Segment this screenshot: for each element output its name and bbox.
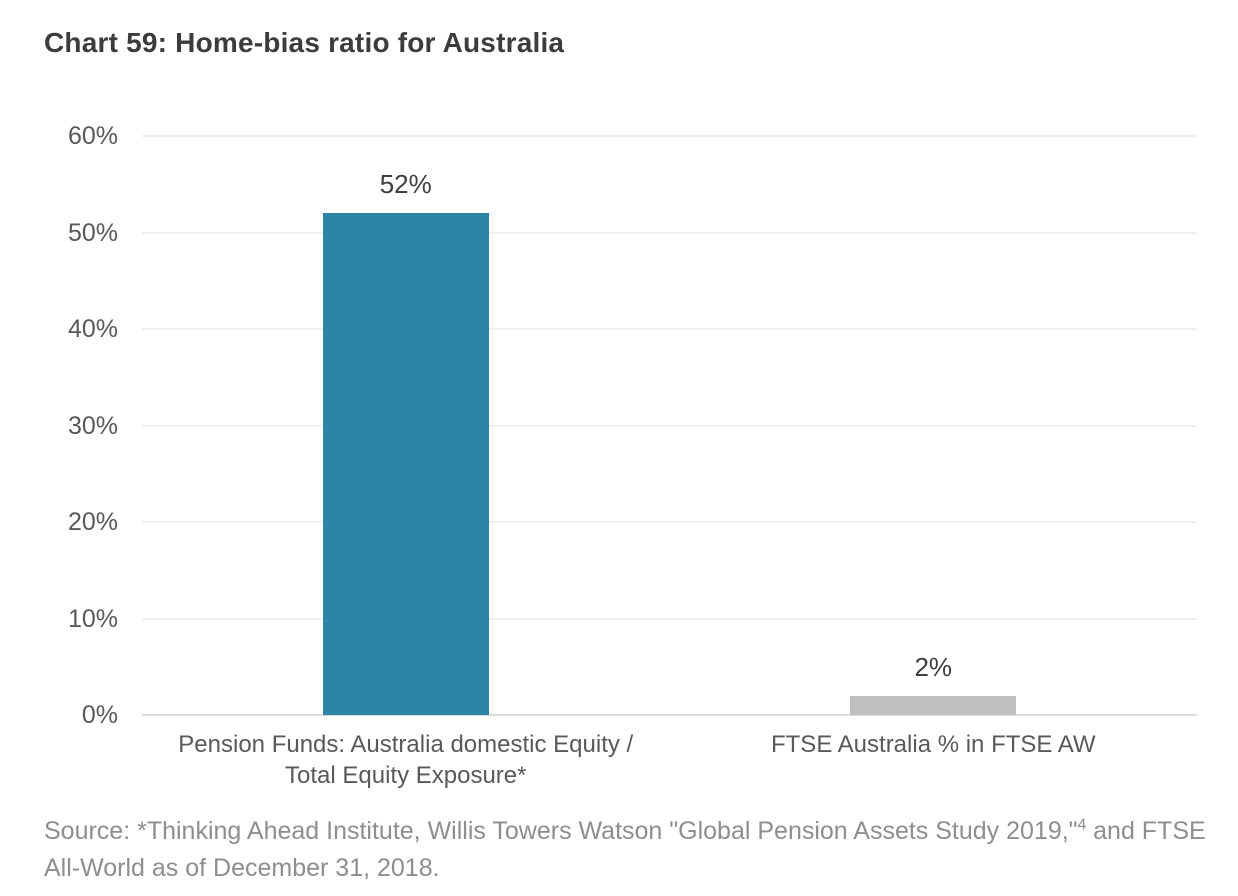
source-footnote-marker: 4 xyxy=(1077,816,1087,834)
category-label: FTSE Australia % in FTSE AW xyxy=(663,729,1203,760)
y-tick-label: 20% xyxy=(67,508,118,536)
gridline xyxy=(142,328,1197,330)
gridline xyxy=(142,617,1197,620)
source-note: Source: *Thinking Ahead Institute, Willi… xyxy=(44,813,1214,887)
y-tick-label: 40% xyxy=(67,315,118,343)
category-label-line: FTSE Australia % in FTSE AW xyxy=(770,731,1096,758)
bar-2 xyxy=(850,695,1017,715)
chart-title: Chart 59: Home-bias ratio for Australia xyxy=(44,27,565,58)
y-tick-label: 0% xyxy=(81,701,118,729)
gridline xyxy=(142,231,1197,234)
gridline xyxy=(142,521,1197,523)
category-label-line: Total Equity Exposure* xyxy=(285,762,527,789)
data-label: 52% xyxy=(379,169,432,200)
category-label-line: Pension Funds: Australia domestic Equity… xyxy=(178,731,634,758)
source-text: Source: *Thinking Ahead Institute, Willi… xyxy=(44,817,1078,845)
gridline xyxy=(142,424,1197,427)
category-label: Pension Funds: Australia domestic Equity… xyxy=(136,729,676,791)
bar-1 xyxy=(322,213,489,715)
gridline xyxy=(142,135,1197,137)
plot-area: 0% 10% 20% 30% 40% 50% 60% 52% 2% xyxy=(68,122,1197,729)
y-tick-label: 60% xyxy=(67,122,118,150)
y-tick-label: 50% xyxy=(67,218,118,247)
y-tick-label: 30% xyxy=(67,411,118,440)
source-text-continued: and FTSE All-World as of December 31, 20… xyxy=(44,817,1206,882)
y-tick-label: 10% xyxy=(67,604,118,633)
data-label: 2% xyxy=(914,651,953,682)
x-axis-line xyxy=(142,714,1197,716)
